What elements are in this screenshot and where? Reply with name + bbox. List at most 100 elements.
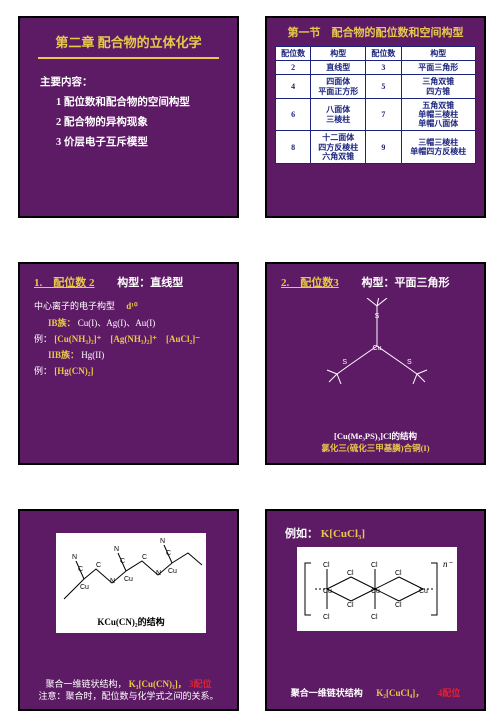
s6-cc: 4配位: [438, 688, 461, 698]
s1-item-1: 1 配位数和配合物的空间构型: [40, 93, 217, 113]
table-cell: 十二面体四方反棱柱六角双锥: [311, 131, 366, 164]
svg-text:Cu: Cu: [168, 568, 177, 575]
slide1-body: 主要内容： 1 配位数和配合物的空间构型 2 配合物的异构现象 3 价层电子互斥…: [20, 63, 237, 153]
svg-text:C: C: [142, 554, 147, 561]
s3-head: 1. 配位数 2 构型：直线型: [20, 264, 237, 294]
table-row: 6八面体三棱柱7五角双锥单帽三棱柱单帽八面体: [276, 98, 476, 131]
table-cell: 6: [276, 98, 311, 131]
section-title: 第一节 配合物的配位数和空间构型: [267, 18, 484, 44]
chapter-title-wrap: 第二章 配合物的立体化学: [38, 32, 219, 59]
table-row: 4四面体平面正方形5三角双锥四方锥: [276, 75, 476, 98]
th-cn-1: 配位数: [276, 47, 311, 61]
slide-4: 2. 配位数3 构型：平面三角形: [265, 262, 486, 464]
table-cell: 三角双锥四方锥: [401, 75, 475, 98]
s3-line1: 中心离子的电子构型 d¹⁰: [34, 298, 223, 314]
s1-item-2: 2 配合物的异构现象: [40, 113, 217, 133]
trigonal-molecule-icon: Cu S S S: [317, 298, 437, 388]
table-cell: 7: [366, 98, 401, 131]
svg-text:Cl: Cl: [371, 614, 378, 621]
s6-caption: 聚合一维链状结构 K₂[CuCl₄]， 4配位: [267, 686, 484, 699]
svg-text:Cu: Cu: [80, 584, 89, 591]
table-cell: 4: [276, 75, 311, 98]
s3-line1-prefix: 中心离子的电子构型: [34, 301, 124, 311]
s6-ca: 聚合一维链状结构: [291, 688, 363, 698]
table-cell: 三帽三棱柱单帽四方反棱柱: [401, 131, 475, 164]
table-cell: 直线型: [311, 61, 366, 75]
svg-text:Cl: Cl: [323, 614, 330, 621]
s5-caption: 聚合一维链状结构， K₃[Cu(CN)₃]， 3配位 注意：聚合时，配位数与化学…: [20, 678, 237, 703]
svg-text:N: N: [156, 570, 161, 577]
s1-item-3: 3 价层电子互斥模型: [40, 133, 217, 153]
s3-line2-label: IB族：: [48, 318, 76, 328]
coord-table: 配位数 构型 配位数 构型 2直线型3平面三角形4四面体平面正方形5三角双锥四方…: [275, 46, 476, 164]
table-cell: 8: [276, 131, 311, 164]
svg-text:Cl: Cl: [347, 570, 354, 577]
svg-text:N: N: [110, 578, 115, 585]
svg-text:N: N: [160, 538, 165, 545]
s3-body: 中心离子的电子构型 d¹⁰ IB族： Cu(I)、Ag(I)、Au(I) 例： …: [20, 294, 237, 383]
s3-line4-label: IIB族：: [48, 350, 79, 360]
s3-head-num: 1. 配位数 2: [34, 277, 95, 289]
svg-text:C: C: [78, 566, 83, 573]
s4-caption: [Cu(Me₃PS)₃]Cl的结构 氯化三(硫化三甲基膦)合铜(I): [267, 431, 484, 455]
s3-line5: 例： [Hg(CN)₂]: [34, 363, 223, 379]
s4-head-num: 2. 配位数3: [281, 277, 339, 289]
s3-line4-value: Hg(II): [81, 350, 104, 360]
s3-line4: IIB族： Hg(II): [34, 347, 223, 363]
slide-2: 第一节 配合物的配位数和空间构型 配位数 构型 配位数 构型 2直线型3平面三角…: [265, 16, 486, 218]
svg-text:Cu: Cu: [124, 576, 133, 583]
svg-text:Cl: Cl: [371, 562, 378, 569]
s6-ex-value: K[CuCl₃]: [321, 528, 365, 540]
s6-ex-label: 例如：: [285, 528, 318, 540]
svg-text:S: S: [407, 359, 412, 366]
chain-diagram-icon: CuCuCu CN CN NNN CCC KCu(CN)₂的结构: [56, 533, 206, 633]
svg-text:N: N: [72, 554, 77, 561]
svg-text:Cl: Cl: [395, 570, 402, 577]
svg-text:Cl: Cl: [323, 562, 330, 569]
s3-line3: 例： [Cu(NH₃)₂]⁺ [Ag(NH₃)₂]⁺ [AuCl₂]⁻: [34, 331, 223, 347]
table-cell: 9: [366, 131, 401, 164]
slide-grid: 第二章 配合物的立体化学 主要内容： 1 配位数和配合物的空间构型 2 配合物的…: [0, 0, 504, 727]
s4-cap-1: [Cu(Me₃PS)₃]Cl的结构: [267, 431, 484, 443]
svg-text:Cu: Cu: [323, 588, 332, 595]
svg-text:S: S: [342, 359, 347, 366]
th-shape-1: 构型: [311, 47, 366, 61]
table-cell: 2: [276, 61, 311, 75]
slide-1: 第二章 配合物的立体化学 主要内容： 1 配位数和配合物的空间构型 2 配合物的…: [18, 16, 239, 218]
svg-text:C: C: [120, 558, 125, 565]
chapter-title: 第二章 配合物的立体化学: [38, 32, 219, 51]
svg-text:Cl: Cl: [347, 602, 354, 609]
table-cell: 八面体三棱柱: [311, 98, 366, 131]
th-shape-2: 构型: [401, 47, 475, 61]
table-row: 2直线型3平面三角形: [276, 61, 476, 75]
s3-line5-value: [Hg(CN)₂]: [54, 366, 93, 376]
s4-head: 2. 配位数3 构型：平面三角形: [267, 264, 484, 294]
main-label: 主要内容：: [40, 73, 217, 93]
svg-text:n⁻: n⁻: [443, 559, 454, 569]
slide-5: CuCuCu CN CN NNN CCC KCu(CN)₂的结构 聚合一维链状结…: [18, 509, 239, 711]
s5-cap-line2: 注意：聚合时，配位数与化学式之间的关系。: [20, 690, 237, 703]
s3-head-shape: 构型：直线型: [117, 277, 183, 289]
s3-line3-value: [Cu(NH₃)₂]⁺ [Ag(NH₃)₂]⁺ [AuCl₂]⁻: [54, 334, 200, 344]
coord-table-wrap: 配位数 构型 配位数 构型 2直线型3平面三角形4四面体平面正方形5三角双锥四方…: [275, 46, 476, 164]
svg-text:Cu: Cu: [373, 345, 382, 352]
table-row: 8十二面体四方反棱柱六角双锥9三帽三棱柱单帽四方反棱柱: [276, 131, 476, 164]
s3-line1-value: d¹⁰: [126, 301, 137, 311]
table-header-row: 配位数 构型 配位数 构型: [276, 47, 476, 61]
s5-c1a: 聚合一维链状结构，: [46, 679, 127, 689]
s5-cap-line1: 聚合一维链状结构， K₃[Cu(CN)₃]， 3配位: [20, 678, 237, 691]
coord-tbody: 2直线型3平面三角形4四面体平面正方形5三角双锥四方锥6八面体三棱柱7五角双锥单…: [276, 61, 476, 164]
s3-line5-label: 例：: [34, 366, 52, 376]
svg-text:C: C: [96, 562, 101, 569]
s4-head-shape: 构型：平面三角形: [362, 277, 450, 289]
s6-diagram: CuCuCu ClCl ClCl ClCl ClCl n⁻: [297, 547, 457, 631]
s5-formula: KCu(CN)₂的结构: [97, 616, 164, 627]
svg-text:Cl: Cl: [395, 602, 402, 609]
s5-diagram: CuCuCu CN CN NNN CCC KCu(CN)₂的结构: [56, 533, 206, 633]
s6-cb: K₂[CuCl₄]，: [376, 688, 424, 698]
svg-text:Cu: Cu: [419, 588, 428, 595]
s3-line3-label: 例：: [34, 334, 52, 344]
slide-3: 1. 配位数 2 构型：直线型 中心离子的电子构型 d¹⁰ IB族： Cu(I)…: [18, 262, 239, 464]
table-cell: 四面体平面正方形: [311, 75, 366, 98]
s5-c1c: 3配位: [189, 679, 212, 689]
